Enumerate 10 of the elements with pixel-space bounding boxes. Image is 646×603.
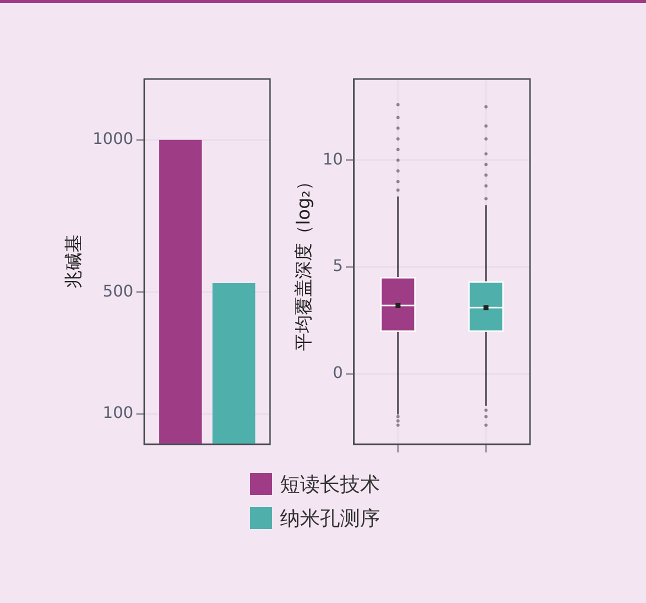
y-tick-label: 1000 — [92, 129, 134, 148]
y-axis-title: 平均覆盖深度（log₂） — [293, 172, 314, 352]
y-axis-title: 兆碱基 — [63, 234, 84, 289]
legend-label: 纳米孔测序 — [280, 504, 380, 532]
legend-label: 短读长技术 — [280, 470, 380, 498]
y-tick-label: 5 — [332, 256, 343, 276]
y-tick-label: 100 — [102, 403, 134, 422]
y-tick-label: 0 — [332, 363, 343, 382]
y-tick-label: 500 — [102, 281, 134, 300]
y-tick-label: 10 — [322, 149, 343, 168]
